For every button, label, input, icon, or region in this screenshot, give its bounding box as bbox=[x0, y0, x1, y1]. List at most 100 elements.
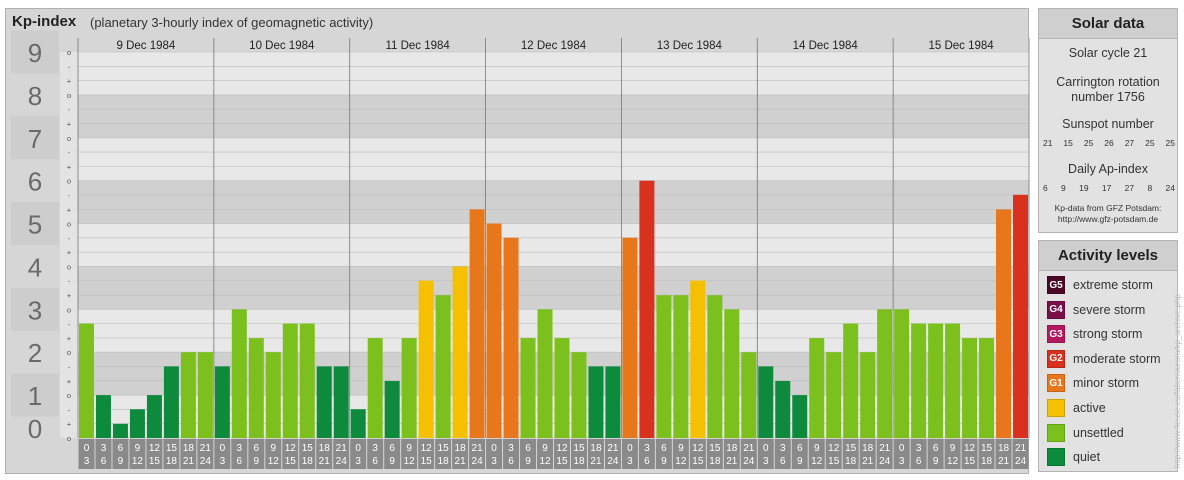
ap-value: 24 bbox=[1165, 183, 1175, 193]
activity-levels-title: Activity levels bbox=[1039, 241, 1177, 271]
legend-swatch: G1 bbox=[1047, 374, 1065, 393]
sunspot-value: 26 bbox=[1104, 138, 1114, 148]
hour-end-label: 15 bbox=[828, 456, 840, 467]
hour-end-label: 12 bbox=[947, 456, 959, 467]
legend-item: unsettled bbox=[1047, 423, 1124, 442]
legend-item: G2 moderate storm bbox=[1047, 349, 1161, 368]
solar-data-panel: Solar data Solar cycle 21 Carrington rot… bbox=[1038, 8, 1178, 233]
hour-start-label: 21 bbox=[200, 443, 212, 454]
hour-end-label: 18 bbox=[845, 456, 857, 467]
hour-end-label: 18 bbox=[709, 456, 721, 467]
y-sub-label: + bbox=[67, 377, 72, 386]
hour-start-label: 18 bbox=[183, 443, 195, 454]
legend-item: quiet bbox=[1047, 448, 1100, 467]
hour-end-label: 24 bbox=[200, 456, 212, 467]
kp-bar bbox=[486, 223, 502, 438]
hour-end-label: 18 bbox=[302, 456, 314, 467]
kp-bar bbox=[79, 323, 94, 438]
kp-bar bbox=[962, 338, 978, 438]
y-sub-label: - bbox=[68, 363, 71, 372]
legend-label: strong storm bbox=[1073, 327, 1143, 342]
kp-bar bbox=[299, 323, 315, 438]
hour-start-label: 0 bbox=[220, 443, 226, 454]
hour-start-label: 9 bbox=[950, 443, 956, 454]
kp-bar bbox=[571, 352, 587, 438]
hour-end-label: 9 bbox=[797, 456, 803, 467]
kp-bar bbox=[520, 338, 536, 438]
hour-start-label: 15 bbox=[166, 443, 178, 454]
kp-bar bbox=[146, 395, 162, 438]
solar-data-title: Solar data bbox=[1039, 9, 1177, 39]
hour-end-label: 9 bbox=[389, 456, 395, 467]
hour-start-label: 3 bbox=[372, 443, 378, 454]
hour-end-label: 24 bbox=[336, 456, 348, 467]
hour-end-label: 9 bbox=[254, 456, 260, 467]
sunspot-value: 25 bbox=[1145, 138, 1155, 148]
legend-swatch: G5 bbox=[1047, 276, 1065, 294]
y-tick-label: 1 bbox=[28, 381, 42, 411]
y-sub-label: - bbox=[68, 148, 71, 157]
hour-start-label: 9 bbox=[406, 443, 412, 454]
activity-levels-panel: Activity levels G5 extreme storm G4 severe … bbox=[1038, 240, 1178, 472]
kp-bar bbox=[996, 209, 1012, 438]
credit-link[interactable]: http://www.gfz-potsdam.de bbox=[1057, 214, 1159, 224]
hour-start-label: 18 bbox=[998, 443, 1010, 454]
hour-start-label: 9 bbox=[271, 443, 277, 454]
chart-subtitle: (planetary 3-hourly index of geomagnetic… bbox=[90, 15, 374, 30]
y-sub-label: + bbox=[67, 162, 72, 171]
hour-end-label: 21 bbox=[319, 456, 331, 467]
hour-end-label: 18 bbox=[981, 456, 993, 467]
day-label: 11 Dec 1984 bbox=[385, 40, 450, 52]
day-label: 9 Dec 1984 bbox=[117, 40, 176, 52]
hour-end-label: 15 bbox=[285, 456, 297, 467]
hour-start-label: 6 bbox=[389, 443, 395, 454]
ap-value: 17 bbox=[1101, 183, 1112, 193]
kp-bar bbox=[333, 366, 349, 438]
y-sub-label: - bbox=[68, 405, 71, 414]
hour-end-label: 6 bbox=[372, 456, 378, 467]
hour-start-label: 12 bbox=[964, 443, 976, 454]
legend-item: G3 strong storm bbox=[1047, 325, 1143, 344]
hour-end-label: 15 bbox=[692, 456, 704, 467]
kp-bar bbox=[231, 309, 247, 438]
kp-bar bbox=[622, 237, 638, 438]
kp-bar bbox=[265, 352, 281, 438]
hour-start-label: 0 bbox=[899, 443, 905, 454]
kp-bar bbox=[911, 323, 927, 438]
y-tick-label: 3 bbox=[28, 295, 42, 325]
hour-end-label: 15 bbox=[556, 456, 568, 467]
hour-start-label: 12 bbox=[149, 443, 161, 454]
ap-value: 9 bbox=[1061, 183, 1066, 193]
hour-start-label: 21 bbox=[336, 443, 348, 454]
hour-start-label: 15 bbox=[438, 443, 450, 454]
legend-item: active bbox=[1047, 399, 1106, 417]
y-sub-label: + bbox=[67, 291, 72, 300]
ap-value: 27 bbox=[1124, 183, 1135, 193]
chart-title: Kp-index bbox=[12, 13, 77, 30]
hour-start-label: 15 bbox=[302, 443, 314, 454]
y-sub-label: + bbox=[67, 119, 72, 128]
hour-end-label: 3 bbox=[627, 456, 633, 467]
y-sub-label: - bbox=[68, 277, 71, 286]
hour-end-label: 12 bbox=[539, 456, 551, 467]
y-sub-label: - bbox=[68, 320, 71, 329]
hour-end-label: 3 bbox=[355, 456, 361, 467]
kp-bar bbox=[503, 237, 519, 438]
hour-end-label: 18 bbox=[438, 456, 450, 467]
y-sub-label: o bbox=[67, 262, 71, 271]
hour-end-label: 12 bbox=[404, 456, 416, 467]
kp-bar bbox=[401, 338, 417, 438]
hour-start-label: 3 bbox=[101, 443, 107, 454]
kp-bar bbox=[707, 295, 723, 438]
kp-bar bbox=[214, 366, 230, 438]
hour-start-label: 6 bbox=[118, 443, 124, 454]
hour-end-label: 12 bbox=[811, 456, 823, 467]
hour-end-label: 6 bbox=[780, 456, 786, 467]
y-tick-label: 8 bbox=[28, 81, 42, 111]
kp-bar bbox=[877, 309, 893, 438]
kp-bar bbox=[95, 395, 111, 438]
y-tick-label: 6 bbox=[28, 167, 42, 197]
y-tick-label: 7 bbox=[28, 124, 42, 154]
day-label: 12 Dec 1984 bbox=[521, 40, 587, 52]
hour-start-label: 9 bbox=[814, 443, 820, 454]
